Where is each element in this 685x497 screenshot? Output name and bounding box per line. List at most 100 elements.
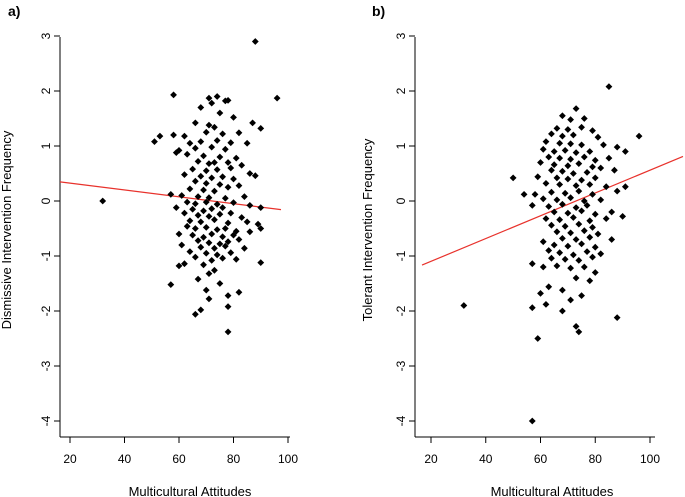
panel-b-data-point — [520, 191, 528, 198]
panel-b-data-point — [548, 130, 555, 138]
panel-b-data-point — [548, 166, 555, 174]
panel-b-data-point — [567, 116, 575, 123]
panel-a-data-point — [273, 94, 281, 102]
panel-b-data-point — [619, 213, 627, 220]
panel-a-data-point — [191, 144, 199, 152]
panel-b-data-point — [580, 197, 588, 205]
panel-a-data-point — [156, 132, 164, 140]
panel-b-data-point — [548, 254, 555, 262]
panel-b-data-point — [583, 169, 591, 176]
panel-b-data-point — [559, 235, 566, 242]
panel-a-data-point — [183, 222, 191, 230]
panel-b-data-point — [578, 141, 585, 149]
panel-a-data-point — [181, 209, 188, 217]
panel-a: a) Multicultural Attitudes Dismissive In… — [0, 3, 298, 497]
panel-b-data-point — [578, 207, 585, 215]
panel-b-data-point — [531, 191, 539, 198]
panel-b-data-point — [580, 263, 588, 271]
panel-a-data-point — [219, 233, 226, 241]
panel-b-data-point — [589, 127, 596, 134]
panel-a-data-point — [167, 281, 175, 288]
panel-a-data-point — [257, 259, 265, 266]
panel-b-data-point — [528, 304, 536, 312]
panel-b-data-point — [602, 183, 610, 191]
panel-b-data-point — [569, 251, 577, 259]
panel-a-data-point — [208, 257, 216, 264]
panel-a-y-axis-title: Dismissive Intervention Frequency — [0, 130, 14, 329]
panel-a-data-point — [227, 164, 235, 172]
panel-a-data-point — [178, 192, 186, 199]
panel-a-data-point — [221, 242, 229, 250]
panel-b-data-point — [605, 154, 613, 162]
panel-a-data-point — [194, 211, 202, 219]
panel-b-data-point — [559, 132, 566, 140]
panel-a-data-point — [254, 220, 262, 228]
panel-a-data-point — [238, 214, 246, 221]
panel-b-label: b) — [372, 3, 385, 19]
panel-a-y-tick-label: 3 — [39, 32, 53, 39]
panel-a-data-point — [219, 130, 226, 138]
panel-b-data-point — [586, 277, 594, 285]
panel-a-label: a) — [8, 3, 20, 19]
panel-b-data-point — [553, 196, 561, 204]
panel-b-data-point — [545, 203, 553, 210]
panel-a-data-point — [257, 125, 265, 132]
panel-b-data-point — [602, 215, 610, 222]
panel-b-x-tick-label: 80 — [589, 452, 603, 466]
panel-b-data-point — [556, 154, 564, 162]
panel-b-y-tick-label: 0 — [394, 197, 408, 204]
panel-a-data-point — [211, 159, 218, 166]
panel-b-data-point — [594, 230, 602, 238]
panel-b-y-ticks: 3 2 1 0 -1 -2 -3 -4 — [394, 32, 415, 426]
panel-a-data-point — [200, 186, 207, 194]
panel-a-data-point — [205, 94, 213, 102]
panel-a-data-point — [189, 165, 197, 173]
panel-b-data-point — [561, 222, 569, 230]
panel-a-data-point — [194, 275, 202, 283]
panel-a-data-point — [241, 244, 248, 252]
panel-a-data-point — [221, 97, 229, 105]
panel-a-data-point — [194, 193, 202, 200]
panel-b-data-point — [545, 283, 553, 291]
panel-a-data-point — [197, 243, 205, 251]
panel-a-data-point — [224, 219, 232, 227]
panel-a-data-point — [197, 104, 205, 111]
panel-a-data-point — [191, 225, 199, 232]
panel-a-data-point — [205, 239, 213, 247]
panel-b-data-point — [559, 307, 566, 315]
panel-a-data-point — [202, 198, 210, 206]
panel-b-data-point — [591, 269, 599, 276]
panel-b-data-point — [539, 195, 547, 203]
panel-b-data-point — [578, 123, 585, 131]
panel-b-y-tick-label: -3 — [394, 360, 408, 371]
panel-a-data-point — [224, 328, 232, 336]
panel-a-data-point — [246, 202, 254, 209]
panel-b-data-point — [537, 290, 544, 297]
panel-b-data-point — [580, 153, 588, 161]
panel-a-data-point — [205, 295, 213, 303]
panel-b-data-point — [542, 301, 550, 308]
panel-a-data-point — [230, 199, 237, 207]
panel-b-data-point — [509, 174, 517, 182]
panel-a-data-point — [243, 218, 251, 226]
panel-a-data-point — [200, 207, 207, 215]
panel-b-data-point — [567, 296, 575, 304]
panel-a-data-point — [197, 172, 205, 180]
panel-b-data-point — [553, 125, 561, 132]
panel-b-data-point — [591, 174, 599, 182]
panel-b-data-point — [556, 216, 564, 224]
panel-a-data-point — [178, 241, 186, 249]
panel-a-data-point — [200, 152, 207, 160]
panel-b-data-point — [572, 236, 580, 243]
panel-b-data-point — [567, 140, 575, 148]
panel-a-data-point — [208, 99, 216, 107]
panel-a-data-point — [221, 225, 229, 232]
panel-b-data-point — [559, 112, 566, 120]
panel-b-y-tick-label: -1 — [394, 250, 408, 261]
panel-a-data-point — [172, 149, 180, 156]
panel-b-data-point — [556, 181, 564, 188]
panel-b-data-point — [550, 161, 558, 169]
panel-b-data-point — [564, 126, 572, 133]
panel-a-data-point — [186, 139, 194, 147]
panel-b-data-point — [559, 286, 566, 294]
